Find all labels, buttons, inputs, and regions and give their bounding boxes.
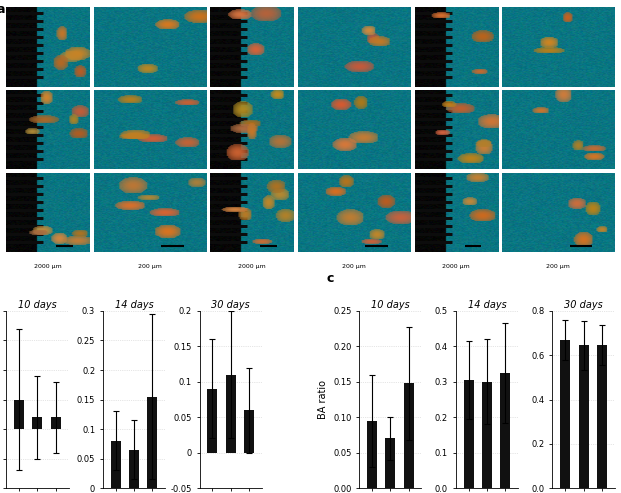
- Bar: [225, 375, 236, 453]
- Text: a: a: [0, 3, 5, 16]
- Bar: [129, 450, 139, 488]
- Bar: [385, 438, 396, 488]
- Bar: [560, 340, 570, 488]
- Title: 10 days: 10 days: [18, 300, 57, 310]
- Bar: [367, 421, 377, 488]
- Bar: [463, 380, 474, 488]
- Y-axis label: BA ratio: BA ratio: [317, 380, 327, 419]
- Bar: [404, 383, 414, 488]
- Bar: [579, 345, 589, 488]
- Bar: [244, 410, 254, 453]
- Bar: [501, 373, 510, 488]
- Text: 200 μm: 200 μm: [138, 264, 162, 269]
- Bar: [482, 382, 492, 488]
- Text: 2000 μm: 2000 μm: [34, 264, 62, 269]
- Bar: [14, 399, 24, 429]
- Text: 200 μm: 200 μm: [342, 264, 366, 269]
- Title: 14 days: 14 days: [468, 300, 506, 310]
- Bar: [597, 345, 607, 488]
- Title: 10 days: 10 days: [371, 300, 410, 310]
- Text: 200 μm: 200 μm: [546, 264, 570, 269]
- Bar: [207, 389, 217, 453]
- Text: 2000 μm: 2000 μm: [238, 264, 266, 269]
- Bar: [147, 396, 158, 488]
- Bar: [111, 441, 120, 488]
- Title: 14 days: 14 days: [115, 300, 153, 310]
- Title: 30 days: 30 days: [564, 300, 603, 310]
- Bar: [51, 417, 61, 429]
- Text: 2000 μm: 2000 μm: [442, 264, 470, 269]
- Bar: [32, 417, 42, 429]
- Title: 30 days: 30 days: [211, 300, 250, 310]
- Text: c: c: [327, 272, 334, 285]
